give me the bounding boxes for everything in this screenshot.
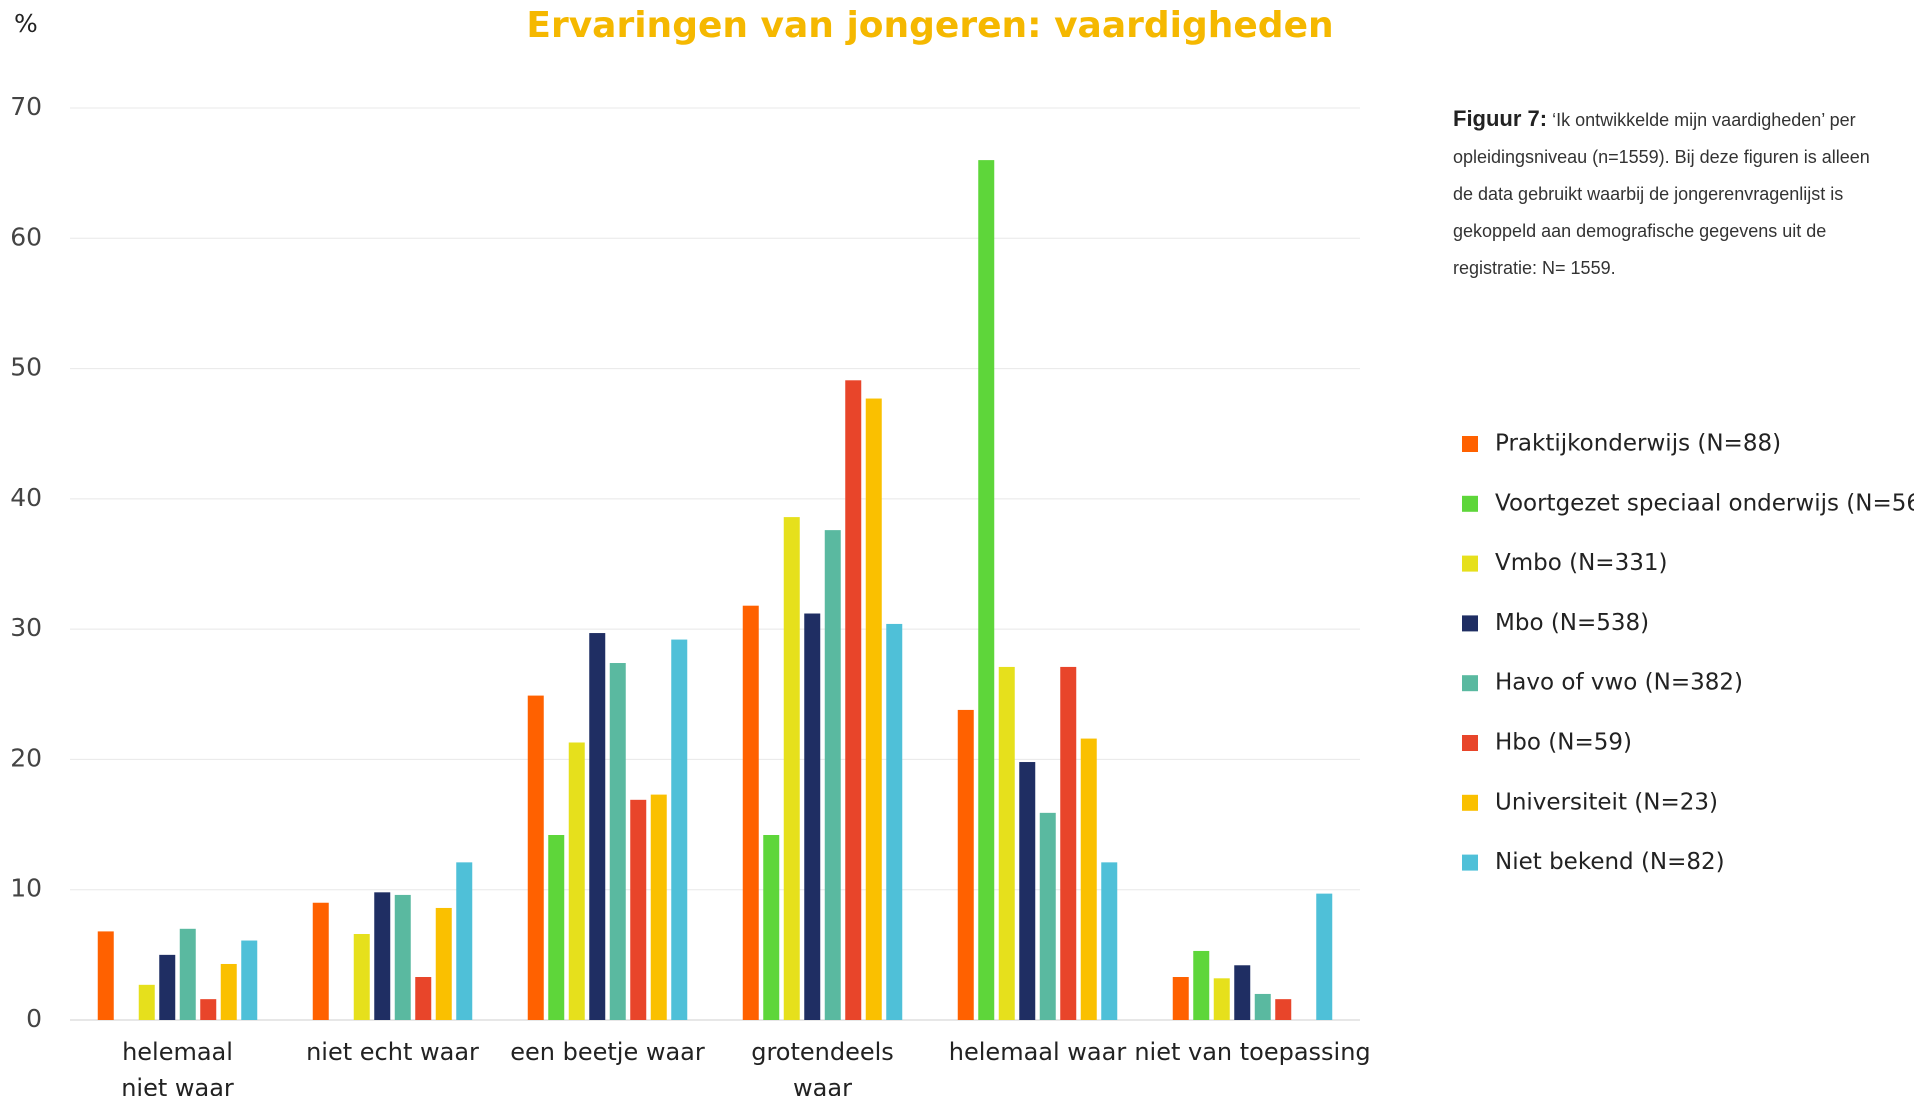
- y-tick-label: 60: [10, 222, 42, 251]
- y-tick-label: 10: [10, 874, 42, 903]
- bar: [865, 398, 882, 1021]
- bar: [159, 954, 176, 1020]
- bar: [456, 862, 473, 1020]
- bar: [353, 934, 370, 1020]
- caption-label: Figuur 7:: [1453, 106, 1548, 131]
- legend-label: Hbo (N=59): [1495, 730, 1632, 756]
- bar: [1213, 978, 1230, 1020]
- bar: [589, 633, 606, 1020]
- legend-label: Universiteit (N=23): [1495, 789, 1718, 815]
- legend-swatch: [1462, 675, 1478, 692]
- legend-label: Niet bekend (N=82): [1495, 849, 1725, 875]
- legend-swatch: [1462, 436, 1478, 452]
- legend-label: Havo of vwo (N=382): [1495, 670, 1743, 696]
- bar: [671, 639, 688, 1020]
- bar: [957, 709, 974, 1020]
- x-tick-label: helemaal waar: [949, 1038, 1127, 1066]
- bar: [1234, 965, 1251, 1020]
- bar: [435, 907, 452, 1020]
- bar: [824, 530, 841, 1020]
- chart-title: Ervaringen van jongeren: vaardigheden: [526, 5, 1333, 46]
- y-tick-label: 70: [10, 92, 42, 121]
- legend-swatch: [1462, 555, 1478, 572]
- legend-label: Praktijkonderwijs (N=88): [1495, 431, 1781, 457]
- bar: [548, 834, 565, 1020]
- bar: [241, 940, 258, 1020]
- bar: [1316, 893, 1333, 1020]
- bar: [886, 623, 903, 1020]
- bar: [1275, 999, 1292, 1020]
- bar: [609, 663, 626, 1020]
- bar: [1080, 738, 1097, 1020]
- legend-label: Vmbo (N=331): [1495, 550, 1667, 576]
- caption: Figuur 7: ‘Ik ontwikkelde mijn vaardighe…: [1453, 100, 1873, 287]
- bar: [998, 666, 1015, 1020]
- y-tick-label: 40: [10, 483, 42, 512]
- bar: [568, 742, 585, 1020]
- legend-label: Mbo (N=538): [1495, 610, 1649, 636]
- bar: [138, 984, 155, 1020]
- y-tick-label: 20: [10, 743, 42, 772]
- bar: [97, 931, 114, 1020]
- bar: [742, 605, 759, 1020]
- bar: [394, 894, 411, 1020]
- legend-swatch: [1462, 495, 1478, 512]
- y-axis-label: %: [14, 9, 38, 38]
- bar: [220, 963, 237, 1020]
- bar: [630, 799, 647, 1020]
- legend-swatch: [1462, 854, 1478, 871]
- bar: [804, 613, 821, 1020]
- bar: [1039, 812, 1056, 1020]
- y-tick-label: 50: [10, 353, 42, 382]
- bar: [1193, 950, 1210, 1020]
- legend-swatch: [1462, 615, 1478, 632]
- bar: [527, 695, 544, 1020]
- y-tick-label: 30: [10, 613, 42, 642]
- legend-swatch: [1462, 794, 1478, 811]
- bar: [1019, 762, 1036, 1020]
- bar: [312, 902, 329, 1020]
- legend-swatch: [1462, 735, 1478, 751]
- bar: [1172, 977, 1189, 1020]
- y-tick-label: 0: [26, 1004, 42, 1033]
- bar: [415, 977, 432, 1020]
- bar: [1060, 666, 1077, 1020]
- legend-label: Voortgezet speciaal onderwijs (N=56): [1495, 490, 1914, 516]
- bar: [200, 999, 217, 1020]
- x-tick-label: grotendeels waar: [751, 1038, 894, 1096]
- bar: [783, 517, 800, 1020]
- caption-text: ‘Ik ontwikkelde mijn vaardigheden’ per o…: [1453, 110, 1870, 278]
- bar: [650, 794, 667, 1020]
- bar: [1254, 993, 1271, 1020]
- x-tick-label: helemaal niet waar: [121, 1038, 234, 1096]
- bar: [845, 380, 862, 1021]
- x-tick-label: niet van toepassing: [1134, 1038, 1370, 1066]
- bar: [374, 892, 391, 1020]
- x-tick-label: een beetje waar: [510, 1038, 705, 1066]
- bar: [1101, 862, 1118, 1020]
- bar: [179, 928, 196, 1020]
- bar: [763, 834, 780, 1020]
- x-tick-label: niet echt waar: [306, 1038, 479, 1066]
- bar: [978, 160, 995, 1021]
